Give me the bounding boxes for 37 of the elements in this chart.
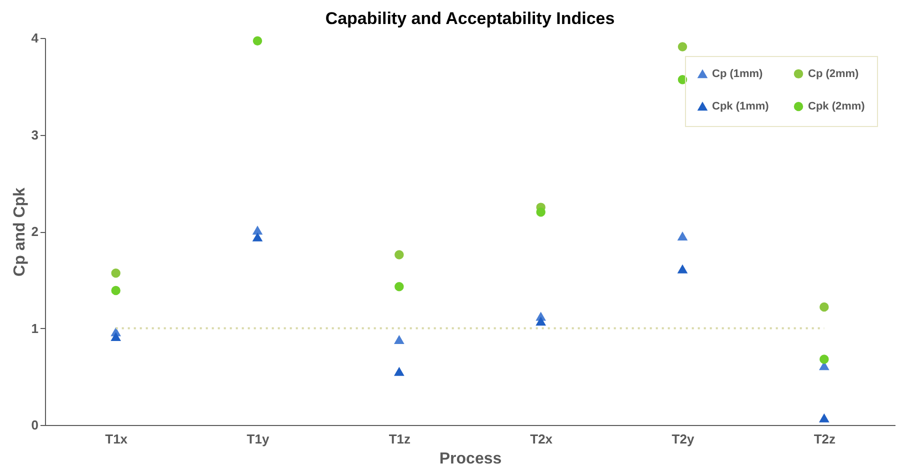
- x-axis-title: Process: [439, 450, 502, 468]
- x-tick-label: T1y: [246, 432, 270, 446]
- point: [111, 286, 120, 296]
- x-tick-label: T1z: [388, 432, 411, 446]
- point: [536, 317, 546, 326]
- point: [536, 208, 546, 217]
- point: [394, 250, 404, 260]
- point: [394, 368, 404, 376]
- point: [252, 36, 262, 46]
- x-tick-label: T2y: [672, 432, 695, 446]
- legend-label: Cp (1mm): [712, 68, 764, 80]
- chart-title: Capability and Acceptability Indices: [325, 9, 615, 28]
- point: [252, 226, 262, 235]
- x-tick-label: T1x: [105, 432, 128, 446]
- y-tick-label: 0: [31, 418, 38, 432]
- point: [394, 282, 404, 292]
- point: [820, 302, 829, 312]
- y-tick-label: 1: [31, 320, 38, 336]
- y-tick-label: 4: [31, 30, 40, 46]
- point: [820, 414, 829, 422]
- point: [678, 74, 688, 84]
- x-tick-label: T2x: [530, 432, 554, 446]
- point: [678, 265, 688, 274]
- point: [252, 233, 262, 242]
- point: [820, 354, 829, 364]
- point: [678, 232, 688, 240]
- point: [394, 336, 404, 344]
- point: [678, 42, 688, 52]
- point: [111, 332, 120, 342]
- x-tick-label: T2z: [814, 432, 836, 446]
- y-tick-label: 2: [31, 224, 38, 239]
- legend-label: Cp (2mm): [808, 68, 860, 80]
- legend-label: Cpk (2mm): [808, 100, 866, 112]
- legend-label: Cpk (1mm): [712, 100, 770, 112]
- y-axis-title: Cp and Cpk: [11, 187, 28, 276]
- point: [111, 268, 120, 278]
- y-tick-label: 3: [31, 127, 38, 142]
